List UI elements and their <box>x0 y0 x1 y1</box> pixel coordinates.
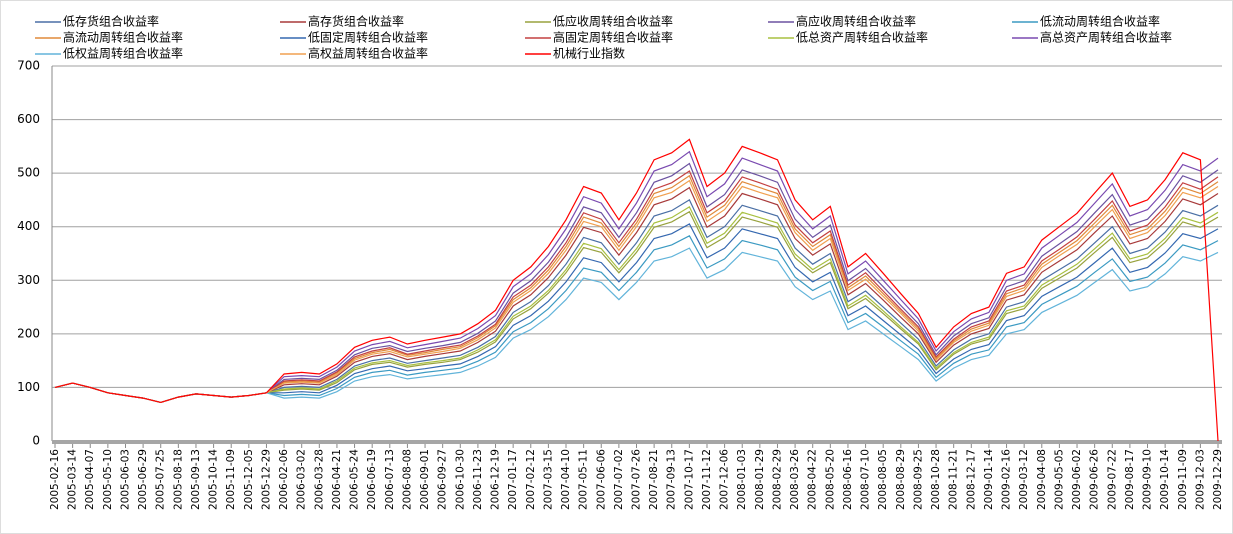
x-tick-label: 2008-05-20 <box>824 449 836 510</box>
series-line <box>54 234 1219 404</box>
x-tick-label: 2005-11-09 <box>225 449 237 510</box>
x-tick-label: 2009-01-14 <box>983 449 995 510</box>
x-tick-label: 2009-11-09 <box>1177 449 1189 510</box>
legend-label: 低存货组合收益率 <box>63 14 159 29</box>
x-tick-label: 2005-02-16 <box>49 449 61 510</box>
series-line <box>54 199 1219 404</box>
legend-label: 机械行业指数 <box>553 46 625 61</box>
x-tick-label: 2005-10-14 <box>208 449 220 510</box>
x-tick-label: 2009-04-08 <box>1036 449 1048 510</box>
x-tick-label: 2005-09-13 <box>190 449 202 510</box>
legend-label: 高存货组合收益率 <box>308 14 404 29</box>
x-tick-label: 2009-12-29 <box>1212 449 1224 510</box>
series-line <box>54 150 1219 404</box>
legend-label: 低权益周转组合收益率 <box>63 46 183 61</box>
x-tick-label: 2007-11-12 <box>701 449 713 510</box>
x-tick-label: 2005-12-29 <box>260 449 272 510</box>
x-tick-label: 2006-07-13 <box>384 449 396 510</box>
x-tick-label: 2009-03-12 <box>1018 449 1030 510</box>
x-tick-label: 2007-01-17 <box>507 449 519 510</box>
x-tick-label: 2007-07-26 <box>631 449 643 510</box>
legend-label: 高应收周转组合收益率 <box>796 14 916 29</box>
legend-label: 低总资产周转组合收益率 <box>796 30 928 45</box>
x-tick-label: 2006-11-23 <box>472 449 484 510</box>
x-tick-label: 2009-10-14 <box>1159 449 1171 510</box>
x-tick-label: 2005-12-05 <box>243 449 255 510</box>
x-tick-label: 2007-03-15 <box>542 449 554 510</box>
legend-label: 低固定周转组合收益率 <box>308 30 428 45</box>
x-tick-label: 2008-09-25 <box>912 449 924 510</box>
x-tick-label: 2006-09-27 <box>437 449 449 510</box>
legend-label: 低流动周转组合收益率 <box>1040 14 1160 29</box>
x-tick-label: 2008-03-26 <box>789 449 801 510</box>
x-tick-label: 2007-12-06 <box>719 449 731 510</box>
x-tick-label: 2005-05-10 <box>102 449 114 510</box>
x-tick-label: 2009-02-16 <box>1001 449 1013 510</box>
series-line <box>54 223 1219 404</box>
x-tick-label: 2005-03-14 <box>67 449 79 510</box>
y-tick-label: 500 <box>17 166 40 180</box>
x-tick-label: 2006-03-28 <box>313 449 325 510</box>
x-tick-label: 2009-08-17 <box>1124 449 1136 510</box>
legend-label: 低应收周转组合收益率 <box>553 14 673 29</box>
legend-label: 高流动周转组合收益率 <box>63 30 183 45</box>
x-tick-label: 2009-12-03 <box>1194 449 1206 510</box>
series-line <box>54 138 1219 442</box>
x-tick-label: 2005-06-03 <box>119 449 131 510</box>
x-tick-label: 2007-06-06 <box>595 449 607 510</box>
x-tick-label: 2006-09-01 <box>419 449 431 510</box>
x-tick-label: 2008-02-29 <box>771 449 783 510</box>
series-line <box>54 179 1219 404</box>
y-tick-label: 700 <box>17 59 40 73</box>
x-tick-label: 2008-12-17 <box>965 449 977 510</box>
x-tick-label: 2006-08-08 <box>401 449 413 510</box>
x-tick-label: 2008-06-16 <box>842 449 854 510</box>
x-tick-label: 2008-10-28 <box>930 449 942 510</box>
x-tick-label: 2009-05-05 <box>1053 449 1065 510</box>
x-tick-label: 2007-09-13 <box>666 449 678 510</box>
x-tick-label: 2008-11-21 <box>948 449 960 510</box>
x-tick-label: 2007-07-02 <box>613 449 625 510</box>
x-tick-label: 2006-06-19 <box>366 449 378 510</box>
x-tick-label: 2005-04-07 <box>84 449 96 510</box>
series-line <box>54 210 1219 404</box>
x-tick-label: 2007-08-21 <box>648 449 660 510</box>
x-tick-label: 2006-04-21 <box>331 449 343 510</box>
x-tick-label: 2009-06-02 <box>1071 449 1083 510</box>
x-tick-label: 2007-02-12 <box>525 449 537 510</box>
x-tick-label: 2007-05-11 <box>578 449 590 510</box>
x-tick-label: 2005-06-29 <box>137 449 149 510</box>
x-tick-label: 2006-12-19 <box>490 449 502 510</box>
series-line <box>54 174 1219 404</box>
x-axis <box>52 440 1222 444</box>
y-tick-label: 300 <box>17 273 40 287</box>
x-tick-label: 2006-02-06 <box>278 449 290 510</box>
x-tick-label: 2005-07-25 <box>155 449 167 510</box>
y-tick-label: 100 <box>17 380 40 394</box>
x-tick-label: 2006-10-30 <box>454 449 466 510</box>
x-tick-label: 2007-04-10 <box>560 449 572 510</box>
series-line <box>54 206 1219 404</box>
x-tick-label: 2008-08-05 <box>877 449 889 510</box>
x-tick-label: 2005-08-18 <box>172 449 184 510</box>
x-tick-label: 2008-04-22 <box>807 449 819 510</box>
x-tick-label: 2008-07-10 <box>860 449 872 510</box>
x-tick-label: 2008-01-03 <box>736 449 748 510</box>
x-tick-label: 2008-01-29 <box>754 449 766 510</box>
x-tick-label: 2006-03-02 <box>296 449 308 510</box>
x-tick-label: 2009-09-10 <box>1142 449 1154 510</box>
legend-label: 高固定周转组合收益率 <box>553 30 673 45</box>
x-tick-label: 2008-08-29 <box>895 449 907 510</box>
y-tick-label: 600 <box>17 112 40 126</box>
y-tick-label: 400 <box>17 219 40 233</box>
x-tick-label: 2006-05-24 <box>349 449 361 510</box>
x-tick-label: 2009-06-26 <box>1089 449 1101 510</box>
y-tick-label: 0 <box>32 434 40 448</box>
x-tick-label: 2009-07-22 <box>1106 449 1118 510</box>
legend-label: 高权益周转组合收益率 <box>308 46 428 61</box>
legend-label: 高总资产周转组合收益率 <box>1040 30 1172 45</box>
y-tick-label: 200 <box>17 326 40 340</box>
x-tick-label: 2007-10-17 <box>683 449 695 510</box>
